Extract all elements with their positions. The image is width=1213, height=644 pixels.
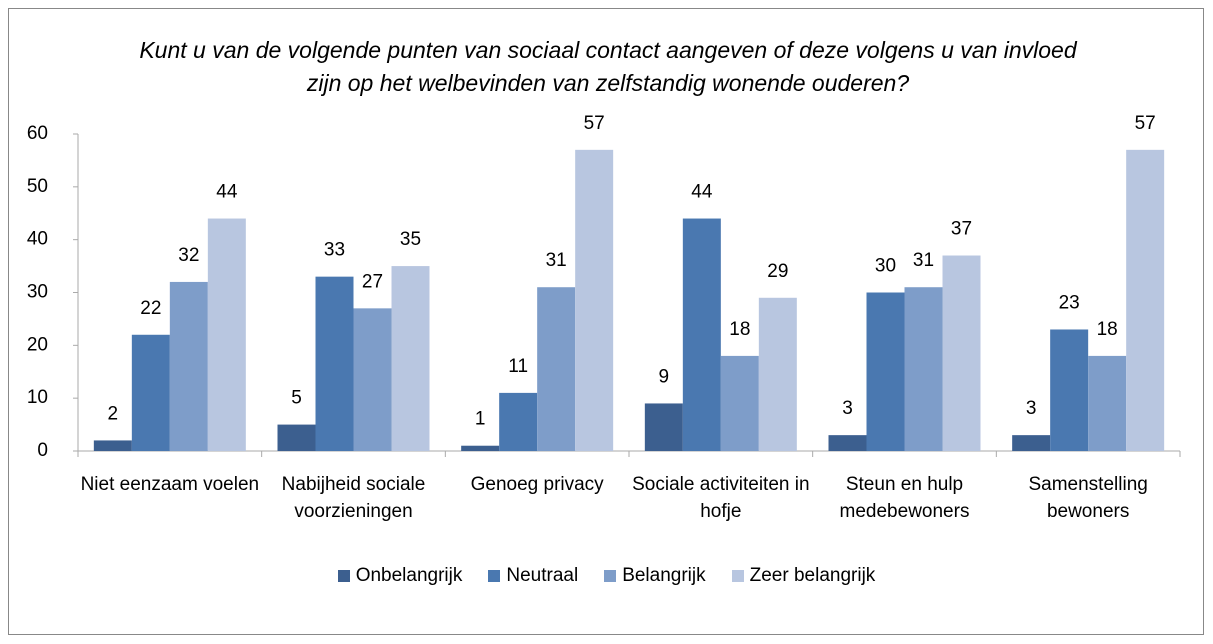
bar [169, 281, 208, 451]
data-label: 31 [913, 250, 934, 271]
x-tick-label: Nabijheid sociale voorzieningen [281, 474, 426, 522]
legend-item: Belangrijk [604, 565, 706, 587]
data-label: 3 [842, 398, 853, 419]
bar [499, 392, 538, 451]
bar [461, 445, 500, 451]
data-label: 31 [546, 250, 567, 271]
legend-swatch [488, 570, 501, 582]
data-label: 37 [951, 219, 972, 240]
bar [131, 334, 170, 451]
bar [1126, 149, 1165, 451]
x-tick-label: Genoeg privacy [470, 474, 604, 495]
data-label: 1 [475, 409, 486, 430]
y-tick-label: 10 [27, 387, 48, 408]
bar [1088, 355, 1127, 451]
legend-label: Zeer belangrijk [749, 565, 876, 586]
data-label: 30 [875, 256, 896, 277]
y-tick-label: 20 [27, 334, 48, 355]
data-label: 57 [1135, 113, 1156, 134]
data-label: 35 [400, 229, 421, 250]
data-label: 2 [108, 403, 119, 424]
data-label: 18 [1097, 319, 1118, 340]
bar [315, 276, 354, 451]
bar [353, 308, 392, 451]
x-tick-label: Steun en hulp medebewoners [839, 474, 970, 522]
data-label: 3 [1026, 398, 1037, 419]
data-label: 11 [508, 356, 528, 377]
data-label: 22 [140, 298, 161, 319]
bar [720, 355, 759, 451]
legend-label: Onbelangrijk [355, 565, 463, 586]
bar [391, 266, 430, 451]
data-label: 44 [216, 182, 238, 203]
chart-border [8, 8, 1204, 635]
x-tick-label: Samenstelling bewoners [1028, 474, 1148, 522]
bar [207, 218, 246, 451]
bar [682, 218, 721, 451]
data-label: 5 [291, 388, 302, 409]
data-label: 57 [584, 113, 605, 134]
y-tick-label: 30 [27, 282, 48, 303]
bar [1012, 435, 1051, 451]
bar [93, 440, 132, 451]
legend-swatch [731, 570, 744, 582]
bar [277, 424, 316, 451]
legend: Onbelangrijk Neutraal Belangrijk Zeer belan… [0, 565, 1213, 587]
legend-item: Neutraal [488, 565, 578, 587]
data-label: 32 [178, 245, 199, 266]
data-label: 23 [1059, 292, 1080, 313]
bar [904, 287, 943, 451]
y-tick-label: 50 [27, 176, 48, 197]
bar [575, 149, 614, 451]
legend-label: Neutraal [506, 565, 579, 586]
bar [644, 403, 683, 451]
x-tick-label: Sociale activiteiten in hofje [632, 474, 810, 522]
data-label: 9 [659, 366, 670, 387]
bar [828, 435, 867, 451]
y-tick-label: 60 [27, 123, 48, 144]
bar [1050, 329, 1089, 451]
data-label: 29 [767, 261, 788, 282]
legend-swatch [604, 570, 617, 582]
legend-item: Zeer belangrijk [731, 565, 876, 587]
data-label: 18 [729, 319, 750, 340]
y-tick-label: 40 [27, 229, 48, 250]
y-tick-label: 0 [37, 440, 48, 461]
data-label: 44 [691, 182, 713, 203]
legend-item: Onbelangrijk [337, 565, 463, 587]
x-tick-label: Niet eenzaam voelen [80, 474, 260, 495]
bar [537, 287, 576, 451]
data-label: 33 [324, 240, 345, 261]
bar [942, 255, 981, 451]
legend-label: Belangrijk [622, 565, 706, 586]
legend-swatch [337, 570, 350, 582]
bar [758, 297, 797, 451]
chart-title: Kunt u van de volgende punten van sociaa… [139, 37, 1077, 96]
data-label: 27 [362, 271, 383, 292]
bar [866, 292, 905, 451]
